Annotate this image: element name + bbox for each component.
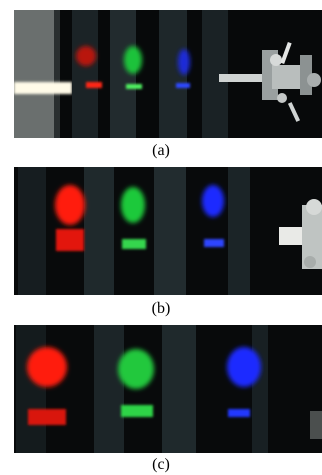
green-line: [121, 405, 153, 417]
blue-line: [176, 83, 190, 88]
tape-strip-4: [228, 167, 250, 295]
photo-c-image: [14, 325, 322, 453]
tape-strip-3: [154, 167, 186, 295]
photo-a-image: [14, 10, 322, 138]
photo-panel-a: [14, 10, 322, 138]
blue-spot: [227, 347, 261, 387]
green-spot: [121, 187, 145, 223]
green-spot: [124, 46, 142, 74]
red-spot: [55, 185, 85, 225]
tape-strip-2: [84, 167, 114, 295]
caption-c: (c): [152, 456, 170, 473]
green-spot: [118, 349, 154, 389]
red-line: [56, 229, 84, 251]
red-line: [86, 82, 102, 88]
caption-a: (a): [152, 142, 170, 159]
light-beam: [14, 82, 72, 94]
green-line: [122, 239, 146, 249]
blue-line: [204, 239, 224, 247]
mount-hardware: [279, 199, 322, 269]
mount-hardware: [310, 411, 322, 439]
tape-strip-1: [16, 325, 46, 453]
blue-spot: [178, 49, 190, 75]
red-line: [28, 409, 66, 425]
rod: [219, 74, 269, 82]
red-spot: [76, 46, 96, 66]
tape-strip-2: [110, 10, 136, 138]
tape-strip-1: [18, 167, 46, 295]
tape-strip-4: [252, 325, 268, 453]
blue-spot: [202, 185, 224, 217]
photo-panel-c: [14, 325, 322, 453]
left-fixture: [14, 10, 54, 138]
mount-hardware: [262, 41, 321, 122]
caption-b: (b): [151, 300, 171, 317]
blue-line: [228, 409, 250, 417]
red-spot: [27, 347, 67, 387]
photo-b-image: [14, 167, 322, 295]
tape-strip-1: [72, 10, 98, 138]
photo-panel-b: [14, 167, 322, 295]
tape-strip-3: [162, 325, 196, 453]
tape-strip-2: [94, 325, 124, 453]
green-line: [126, 84, 142, 89]
